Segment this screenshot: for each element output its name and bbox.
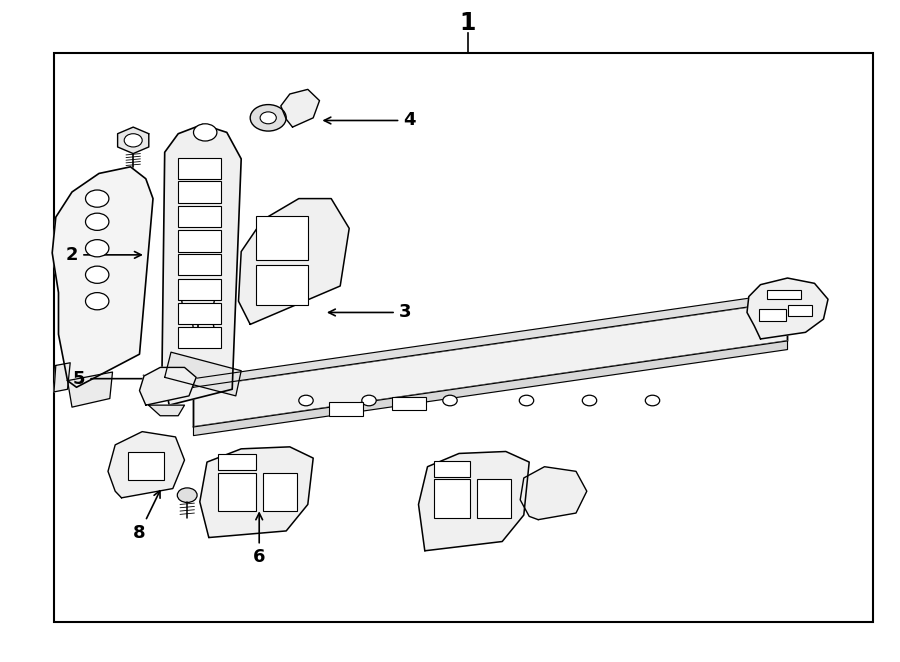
Text: 4: 4	[324, 111, 416, 130]
Bar	[178, 279, 221, 300]
Polygon shape	[520, 467, 587, 520]
Polygon shape	[194, 293, 788, 387]
Bar	[178, 327, 221, 348]
Text: 8: 8	[133, 491, 160, 542]
Circle shape	[362, 395, 376, 406]
Bar	[54, 53, 873, 622]
Text: 2: 2	[66, 246, 141, 264]
Polygon shape	[418, 451, 529, 551]
Polygon shape	[200, 447, 313, 538]
Text: 7: 7	[192, 301, 204, 352]
Polygon shape	[140, 367, 196, 405]
Circle shape	[582, 395, 597, 406]
Polygon shape	[52, 167, 153, 387]
Circle shape	[519, 395, 534, 406]
Bar	[178, 303, 221, 324]
Bar	[256, 265, 308, 305]
Circle shape	[194, 124, 217, 141]
Circle shape	[86, 240, 109, 257]
Polygon shape	[148, 405, 184, 416]
Polygon shape	[747, 278, 828, 339]
Bar	[218, 473, 256, 511]
Bar	[263, 473, 297, 511]
Bar	[178, 181, 221, 203]
Polygon shape	[108, 432, 184, 498]
Circle shape	[86, 213, 109, 230]
Bar	[434, 479, 470, 518]
Circle shape	[299, 395, 313, 406]
Bar	[328, 402, 363, 416]
Circle shape	[260, 112, 276, 124]
Circle shape	[86, 266, 109, 283]
Bar	[434, 461, 470, 477]
Bar	[767, 290, 801, 299]
Circle shape	[443, 395, 457, 406]
Bar	[178, 158, 221, 179]
Polygon shape	[194, 301, 788, 427]
Polygon shape	[194, 341, 788, 436]
Polygon shape	[165, 352, 241, 396]
Polygon shape	[68, 372, 112, 407]
Bar	[128, 452, 164, 480]
Bar	[178, 254, 221, 275]
Bar	[256, 216, 308, 260]
Polygon shape	[281, 89, 320, 127]
Circle shape	[124, 134, 142, 147]
Text: 6: 6	[253, 513, 266, 567]
Circle shape	[86, 293, 109, 310]
Circle shape	[86, 190, 109, 207]
Bar	[477, 479, 511, 518]
Bar	[178, 230, 221, 252]
Bar	[178, 206, 221, 227]
Circle shape	[177, 488, 197, 502]
Polygon shape	[54, 363, 70, 392]
Polygon shape	[238, 199, 349, 324]
Polygon shape	[182, 285, 216, 323]
Text: 5: 5	[73, 369, 150, 388]
Polygon shape	[118, 127, 148, 154]
Polygon shape	[162, 124, 241, 405]
Circle shape	[250, 105, 286, 131]
Circle shape	[645, 395, 660, 406]
Bar	[788, 305, 812, 316]
Text: 1: 1	[460, 11, 476, 35]
Bar	[392, 397, 426, 410]
Text: 3: 3	[328, 303, 411, 322]
Bar	[218, 454, 256, 470]
Bar	[759, 309, 786, 321]
